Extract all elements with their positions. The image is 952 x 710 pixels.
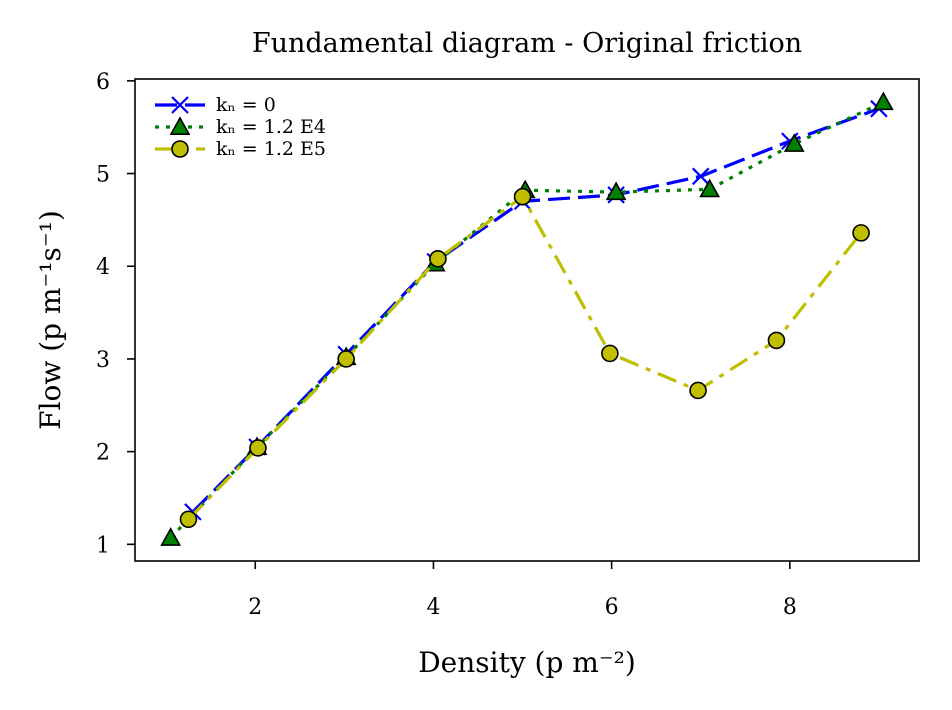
y-tick-label: 6 bbox=[96, 70, 110, 95]
data-point bbox=[337, 350, 355, 368]
legend-entry-2: kₙ = 1.2 E4 bbox=[155, 116, 326, 138]
data-point bbox=[160, 527, 181, 546]
data-point bbox=[513, 187, 532, 206]
data-point bbox=[179, 510, 198, 529]
data-point bbox=[601, 344, 619, 363]
data-point bbox=[605, 181, 627, 201]
y-tick-label: 2 bbox=[96, 441, 110, 466]
legend-label: kₙ = 1.2 E5 bbox=[216, 138, 326, 160]
legend-label: kₙ = 1.2 E4 bbox=[216, 116, 326, 138]
data-point bbox=[689, 381, 707, 400]
x-axis-label: Density (p m⁻²) bbox=[418, 646, 636, 679]
data-point bbox=[691, 167, 710, 186]
x-tick-label: 4 bbox=[426, 595, 440, 620]
chart-title: Fundamental diagram - Original friction bbox=[252, 28, 802, 59]
legend-marker bbox=[169, 116, 191, 135]
plot-frame bbox=[134, 78, 920, 562]
data-point bbox=[783, 133, 805, 152]
data-point bbox=[249, 439, 267, 457]
y-axis-label: Flow (p m⁻¹s⁻¹) bbox=[34, 210, 67, 430]
legend-entry-3: kₙ = 1.2 E5 bbox=[155, 138, 326, 160]
legend-label: kₙ = 0 bbox=[216, 94, 276, 116]
data-point bbox=[852, 224, 870, 242]
y-axis-ticks: 1 2 3 4 5 6 bbox=[96, 70, 135, 558]
legend-entry-1: kₙ = 0 bbox=[155, 94, 276, 116]
data-point bbox=[699, 178, 720, 198]
legend-marker bbox=[171, 96, 189, 114]
data-point bbox=[429, 250, 447, 268]
data-point bbox=[873, 91, 894, 111]
series-layer bbox=[160, 91, 894, 546]
x-axis-ticks: 2 4 6 8 bbox=[248, 561, 797, 620]
data-point bbox=[767, 331, 786, 350]
x-tick-label: 2 bbox=[248, 595, 262, 620]
legend-marker bbox=[171, 140, 189, 158]
y-tick-label: 4 bbox=[96, 255, 110, 280]
y-tick-label: 5 bbox=[96, 163, 110, 188]
x-tick-label: 8 bbox=[783, 595, 797, 620]
series-3 bbox=[179, 187, 870, 529]
x-tick-label: 6 bbox=[605, 595, 619, 620]
y-tick-label: 1 bbox=[96, 533, 110, 558]
y-tick-label: 3 bbox=[96, 348, 110, 373]
